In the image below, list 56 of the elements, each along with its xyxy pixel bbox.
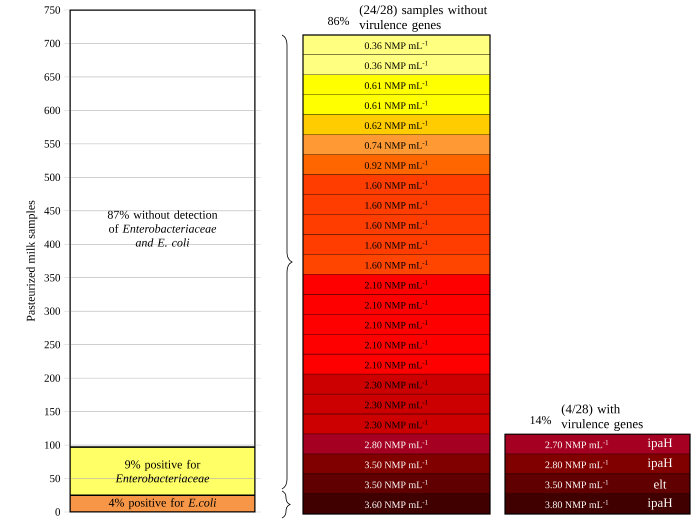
category-label: 1.60 NMP mL$^{-1}$ bbox=[365, 200, 428, 209]
category-label: 1.60 NMP mL$^{-1}$ bbox=[365, 220, 428, 229]
category-label: 0.62 NMP mL$^{-1}$ bbox=[364, 120, 428, 129]
category-label: 0.36 NMP mL$^{-1}$ bbox=[364, 60, 428, 70]
category-label: 2.30 NMP mL$^{-1}$ bbox=[364, 380, 428, 388]
category-label: 3.50 NMP mL$^{-1}$ bbox=[545, 480, 608, 488]
annotation: 9% positive for Enterobacteriaceae bbox=[115, 460, 210, 482]
category-label: 1.60 NMP mL$^{-1}$ bbox=[365, 260, 428, 269]
category-label: 2.10 NMP mL$^{-1}$ bbox=[364, 320, 428, 329]
category-label: 2.30 NMP mL$^{-1}$ bbox=[364, 400, 428, 408]
y-tick-label: 400 bbox=[44, 240, 60, 248]
category-label: 3.80 NMP mL$^{-1}$ bbox=[545, 500, 608, 508]
category-label: 2.80 NMP mL$^{-1}$ bbox=[364, 440, 428, 448]
y-tick-label: 150 bbox=[45, 408, 60, 416]
category-label: 2.70 NMP mL$^{-1}$ bbox=[545, 440, 608, 448]
text: ipaH bbox=[648, 498, 672, 510]
text: (24/28) samples without virulence genes bbox=[359, 5, 488, 32]
category-label: 1.60 NMP mL$^{-1}$ bbox=[365, 180, 428, 189]
y-tick-label: 300 bbox=[44, 308, 60, 315]
y-tick-label: 650 bbox=[44, 73, 60, 81]
y-axis-title: Pasteurized milk samples bbox=[26, 200, 38, 322]
text: 14% bbox=[530, 416, 552, 424]
y-tick-label: 600 bbox=[44, 106, 60, 114]
category-label: 0.61 NMP mL$^{-1}$ bbox=[364, 100, 428, 110]
text: (4/28) with virulence genes bbox=[561, 404, 643, 431]
category-label: 0.61 NMP mL$^{-1}$ bbox=[364, 80, 428, 90]
text: ipaH bbox=[648, 458, 672, 470]
y-tick-label: 50 bbox=[50, 474, 60, 482]
y-tick-label: 700 bbox=[44, 40, 60, 48]
y-tick-label: 750 bbox=[44, 6, 60, 14]
category-label: 2.10 NMP mL$^{-1}$ bbox=[364, 300, 428, 309]
annotation: 87% without detection of Enterobacteriaceae and E. coli bbox=[108, 210, 218, 247]
category-label: 2.30 NMP mL$^{-1}$ bbox=[364, 420, 428, 428]
category-label: 2.10 NMP mL$^{-1}$ bbox=[364, 280, 428, 289]
category-label: 3.50 NMP mL$^{-1}$ bbox=[364, 480, 428, 488]
category-label: 3.60 NMP mL$^{-1}$ bbox=[364, 500, 428, 508]
category-label: 1.60 NMP mL$^{-1}$ bbox=[365, 240, 428, 249]
text: 86% bbox=[328, 16, 350, 26]
category-label: 0.92 NMP mL$^{-1}$ bbox=[364, 160, 428, 169]
text: elt bbox=[654, 480, 666, 489]
category-label: 0.36 NMP mL$^{-1}$ bbox=[364, 40, 428, 50]
annotation: 4% positive for E.coli bbox=[108, 498, 216, 510]
y-tick-label: 500 bbox=[44, 174, 60, 182]
category-label: 0.74 NMP mL$^{-1}$ bbox=[364, 140, 428, 149]
y-tick-label: 250 bbox=[44, 340, 60, 348]
text: ipaH bbox=[648, 438, 672, 450]
category-label: 3.50 NMP mL$^{-1}$ bbox=[364, 460, 428, 468]
y-tick-label: 350 bbox=[44, 274, 60, 282]
y-tick-label: 100 bbox=[45, 441, 60, 449]
y-tick-label: 550 bbox=[44, 140, 60, 148]
y-tick-label: 200 bbox=[44, 374, 60, 382]
category-label: 2.10 NMP mL$^{-1}$ bbox=[364, 360, 428, 368]
y-tick-label: 0 bbox=[55, 508, 60, 516]
category-label: 2.10 NMP mL$^{-1}$ bbox=[364, 340, 428, 349]
y-tick-label: 450 bbox=[44, 207, 60, 214]
category-label: 2.80 NMP mL$^{-1}$ bbox=[545, 460, 608, 468]
